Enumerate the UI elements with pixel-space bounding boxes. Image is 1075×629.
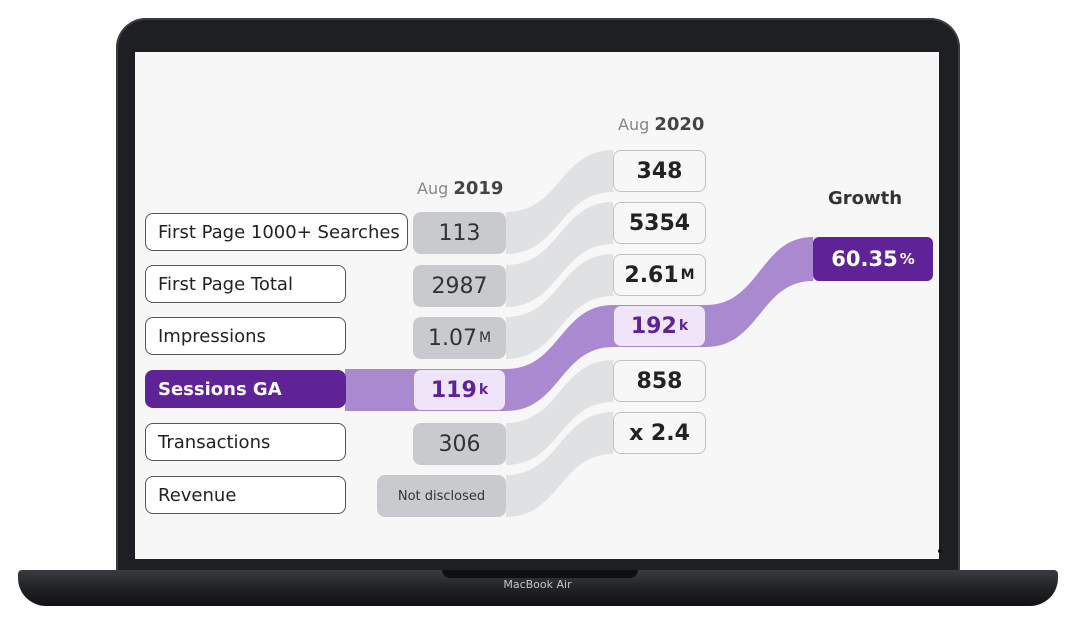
laptop-notch [442,570,638,578]
column-header-2019: Aug 2019 [417,178,504,199]
row-label-impressions: Impressions [145,317,346,355]
flow-ribbon-row-3 [506,254,613,359]
value-2019-first-page-total: 2987 [413,265,506,307]
value-2019-transactions: 306 [413,423,506,465]
value-2020-sessions-ga: 192 k [613,305,706,347]
column-header-2020: Aug 2020 [618,114,705,135]
value-2020-first-page-total: 5354 [613,202,706,244]
device-brand-label: MacBook Air [503,578,572,591]
value-2020-revenue: x 2.4 [613,412,706,454]
value-2019-revenue: Not disclosed [377,475,506,517]
row-label-revenue: Revenue [145,476,346,514]
screen-corner-dot [938,549,942,553]
growth-value-badge: 60.35% [813,237,933,281]
flow-ribbon-row-2 [506,202,613,307]
row-label-sessions-ga: Sessions GA [145,370,346,408]
row-label-first-page-total: First Page Total [145,265,346,303]
row-label-first-page-1000-searches: First Page 1000+ Searches [145,213,408,251]
row-label-transactions: Transactions [145,423,346,461]
value-2019-impressions: 1.07 M [413,317,506,359]
value-2020-impressions: 2.61 M [613,254,706,296]
value-2019-first-page-1000-searches: 113 [413,212,506,254]
flow-ribbon-row-6 [506,412,613,517]
flow-ribbon-row-1 [506,150,613,254]
value-2019-sessions-ga: 119 k [413,369,506,411]
growth-header: Growth [828,188,903,209]
flow-ribbon-highlight [345,237,813,411]
flow-ribbon-row-5 [506,360,613,465]
value-2020-first-page-1000-searches: 348 [613,150,706,192]
value-2020-transactions: 858 [613,360,706,402]
